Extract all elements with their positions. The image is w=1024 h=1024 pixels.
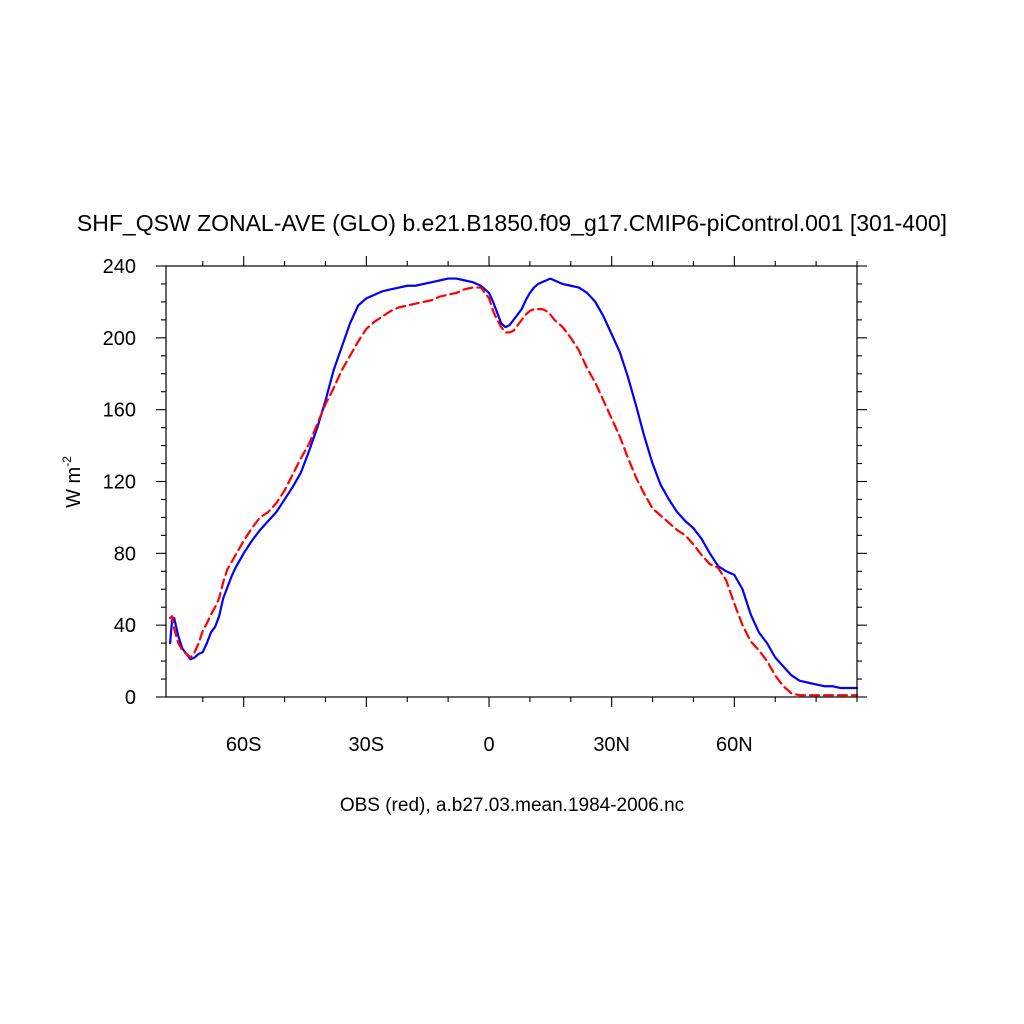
y-axis-label: W m-2 [60,456,85,508]
y-axis-label-unit: W m [63,467,85,508]
obs-series-line [168,286,859,697]
x-tick-label: 0 [483,734,494,756]
y-tick-label: 40 [114,615,136,637]
y-tick-label: 120 [103,472,136,494]
chart-title: SHF_QSW ZONAL-AVE (GLO) b.e21.B1850.f09_… [77,210,947,236]
y-tick-label: 0 [125,687,136,709]
y-tick-label: 240 [103,256,136,278]
y-tick-label: 160 [103,400,136,422]
axis-ticks: 0 40 80 120 160 200 240 60S 30S 0 30N 60N [103,256,867,756]
x-tick-label: 60N [716,734,753,756]
x-tick-label: 30S [349,734,385,756]
y-tick-label: 200 [103,328,136,350]
x-tick-label: 60S [226,734,262,756]
y-axis-label-exponent: -2 [60,456,74,467]
x-tick-label: 30N [593,734,630,756]
x-axis-label: OBS (red), a.b27.03.mean.1984-2006.nc [340,795,684,816]
y-tick-label: 80 [114,543,136,565]
model-series-line [168,277,859,690]
series-layer [168,277,859,697]
